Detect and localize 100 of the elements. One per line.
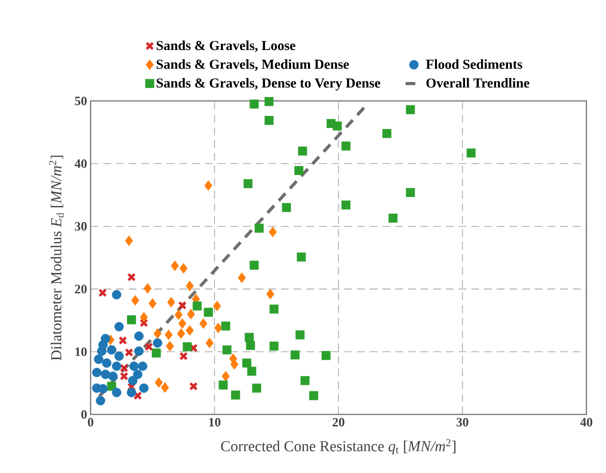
legend-label: Sands & Gravels, Dense to Very Dense bbox=[156, 78, 380, 90]
point bbox=[154, 377, 163, 388]
point bbox=[322, 350, 331, 360]
point bbox=[144, 342, 154, 351]
point bbox=[218, 380, 228, 390]
point bbox=[290, 350, 300, 360]
y-tick-label: 0 bbox=[81, 410, 87, 419]
point bbox=[406, 188, 415, 197]
point bbox=[134, 346, 144, 356]
point bbox=[250, 260, 259, 270]
legend-label: Sands & Gravels, Loose bbox=[156, 40, 296, 52]
point bbox=[388, 214, 398, 223]
point bbox=[296, 252, 306, 262]
point bbox=[186, 308, 195, 320]
point bbox=[138, 361, 148, 371]
point bbox=[152, 348, 161, 358]
point bbox=[199, 318, 208, 329]
point bbox=[178, 300, 187, 310]
point bbox=[186, 325, 194, 336]
point bbox=[170, 260, 179, 271]
point bbox=[160, 382, 169, 393]
point bbox=[204, 308, 213, 317]
point bbox=[106, 345, 116, 354]
y-tick-label: 30 bbox=[74, 222, 87, 230]
point bbox=[133, 391, 142, 400]
point bbox=[126, 388, 136, 398]
point bbox=[300, 376, 310, 385]
x-tick-label: 40 bbox=[580, 418, 592, 426]
x-tick-label: 10 bbox=[209, 418, 220, 426]
point bbox=[250, 99, 259, 108]
point bbox=[213, 300, 222, 312]
point bbox=[102, 358, 112, 368]
point bbox=[466, 148, 476, 158]
point bbox=[382, 128, 392, 138]
point bbox=[127, 272, 136, 282]
point bbox=[341, 200, 350, 210]
point bbox=[189, 382, 198, 390]
point bbox=[178, 318, 186, 329]
legend-label: Sands & Gravels, Medium Dense bbox=[156, 59, 349, 71]
point bbox=[182, 342, 192, 352]
point bbox=[96, 396, 106, 406]
point bbox=[140, 318, 148, 328]
y-axis-title: Dilatometer Modulus E$_{d}$ [MN/m$^{2}$] bbox=[49, 156, 64, 360]
point bbox=[244, 179, 253, 188]
point bbox=[238, 272, 246, 283]
y-tick-label: 10 bbox=[75, 347, 87, 356]
point bbox=[221, 321, 230, 330]
point bbox=[148, 298, 157, 309]
point bbox=[179, 352, 188, 360]
point bbox=[214, 322, 222, 334]
point bbox=[133, 370, 142, 379]
point bbox=[167, 296, 176, 308]
point bbox=[204, 180, 212, 191]
point bbox=[112, 388, 122, 398]
point bbox=[166, 340, 174, 352]
point bbox=[120, 372, 128, 380]
x-tick-label: 30 bbox=[456, 418, 468, 426]
point bbox=[247, 366, 256, 376]
point bbox=[180, 262, 188, 274]
y-tick-label: 40 bbox=[74, 159, 87, 168]
point bbox=[131, 294, 140, 306]
point bbox=[282, 202, 291, 212]
point bbox=[164, 329, 173, 340]
point bbox=[128, 376, 138, 386]
y-tick-label: 20 bbox=[74, 284, 87, 294]
point bbox=[222, 370, 230, 382]
point bbox=[125, 235, 134, 246]
point bbox=[98, 384, 108, 394]
point bbox=[254, 224, 264, 233]
point bbox=[124, 348, 134, 357]
point bbox=[94, 354, 104, 364]
point bbox=[144, 283, 152, 294]
point bbox=[252, 384, 262, 393]
point bbox=[114, 351, 124, 361]
point bbox=[309, 391, 318, 400]
point bbox=[242, 358, 252, 368]
point bbox=[231, 390, 240, 400]
point bbox=[298, 146, 308, 156]
point bbox=[127, 315, 136, 324]
point bbox=[192, 301, 202, 310]
point bbox=[97, 346, 106, 356]
point bbox=[332, 121, 342, 130]
point bbox=[98, 288, 107, 297]
point bbox=[266, 288, 274, 300]
point bbox=[140, 312, 148, 322]
point bbox=[186, 280, 194, 292]
point bbox=[270, 342, 279, 350]
point bbox=[100, 370, 110, 379]
x-tick-label: 20 bbox=[332, 418, 344, 426]
y-tick-label: 50 bbox=[74, 96, 87, 106]
point bbox=[206, 338, 214, 348]
point bbox=[134, 331, 144, 341]
point bbox=[120, 364, 128, 372]
point bbox=[270, 304, 279, 314]
point bbox=[108, 371, 118, 381]
point bbox=[114, 322, 124, 332]
point bbox=[341, 141, 350, 150]
point bbox=[246, 340, 255, 350]
point bbox=[222, 345, 232, 354]
legend-label: Overall Trendline bbox=[426, 78, 530, 88]
